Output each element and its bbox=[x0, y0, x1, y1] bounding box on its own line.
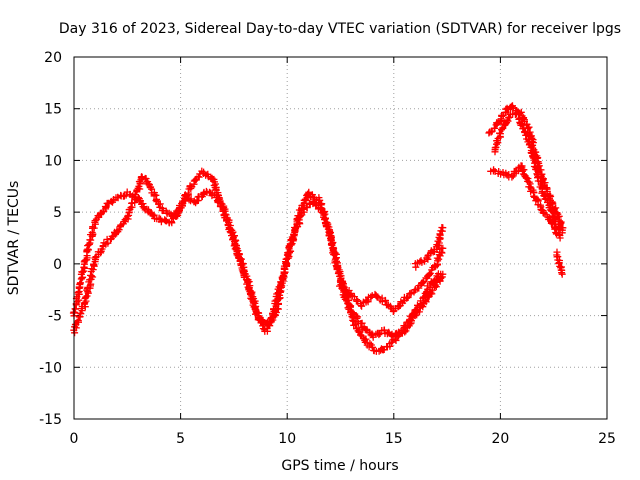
y-tick-label: 10 bbox=[44, 153, 62, 169]
y-tick-label: -5 bbox=[48, 309, 62, 325]
x-tick-label: 0 bbox=[70, 431, 79, 447]
y-tick-label: 15 bbox=[44, 102, 62, 118]
y-tick-label: 20 bbox=[44, 50, 62, 66]
y-axis-label: SDTVAR / TECUs bbox=[6, 181, 22, 296]
x-tick-label: 15 bbox=[385, 431, 403, 447]
plot-frame bbox=[73, 56, 608, 420]
y-tick-label: 5 bbox=[53, 205, 62, 221]
series-markers bbox=[491, 109, 566, 237]
data-points bbox=[69, 102, 567, 355]
series-trace-c bbox=[336, 244, 447, 315]
x-tick-label: 5 bbox=[176, 431, 185, 447]
x-axis-label: GPS time / hours bbox=[281, 458, 398, 474]
series-trace-g bbox=[487, 162, 564, 242]
series-markers bbox=[487, 162, 564, 242]
y-tick-label: -10 bbox=[39, 360, 62, 376]
x-tick-label: 10 bbox=[278, 431, 296, 447]
series-trace-h bbox=[553, 248, 566, 278]
series-trace-f bbox=[491, 109, 566, 237]
chart-title: Day 316 of 2023, Sidereal Day-to-day VTE… bbox=[59, 21, 621, 37]
series-trace-d bbox=[411, 224, 447, 271]
x-tick-label: 25 bbox=[598, 431, 616, 447]
x-tick-label: 20 bbox=[491, 431, 509, 447]
y-tick-label: 0 bbox=[53, 257, 62, 273]
series-markers bbox=[336, 244, 447, 315]
series-markers bbox=[411, 224, 447, 271]
series-markers bbox=[553, 248, 566, 278]
y-tick-label: -15 bbox=[39, 412, 62, 428]
